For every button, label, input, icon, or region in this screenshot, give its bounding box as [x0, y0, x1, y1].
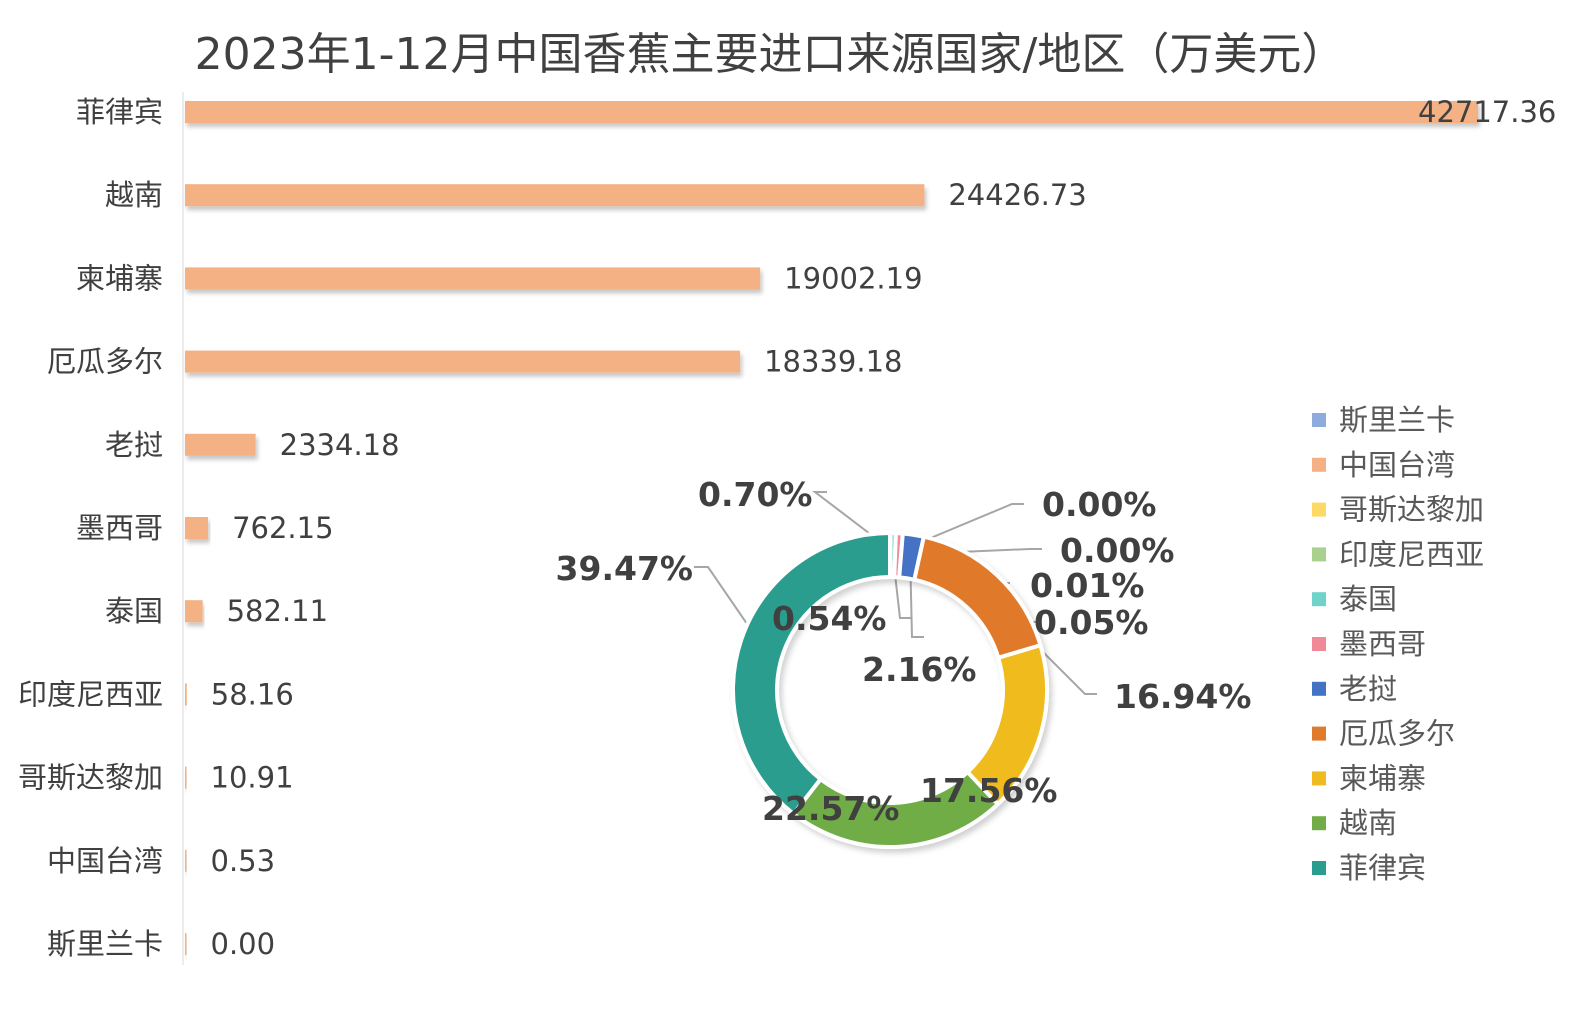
legend-swatch	[1312, 457, 1326, 472]
legend-label: 墨西哥	[1339, 627, 1426, 661]
bar-category-label: 菲律宾	[76, 95, 163, 129]
bar-value-label: 58.16	[211, 677, 294, 711]
bar-value-label: 18339.18	[764, 345, 902, 379]
bar	[185, 600, 203, 623]
slice-percent-label: 0.70%	[698, 475, 813, 514]
slice-percent-label: 0.00%	[1042, 485, 1157, 524]
legend-label: 印度尼西亚	[1339, 537, 1484, 571]
donut-percent-labels: 0.00%0.00%0.01%0.05%0.54%0.70%2.16%16.94…	[556, 475, 1252, 828]
slice-percent-label: 16.94%	[1114, 677, 1251, 716]
bar-value-label: 2334.18	[280, 428, 400, 462]
legend-swatch	[1312, 592, 1326, 607]
legend-swatch	[1312, 681, 1326, 696]
bar-category-label: 印度尼西亚	[18, 677, 163, 711]
slice-percent-label: 2.16%	[862, 650, 977, 689]
legend-swatch	[1312, 726, 1326, 741]
bar	[185, 683, 187, 706]
bar-value-label: 19002.19	[784, 261, 922, 295]
bar-category-label: 中国台湾	[47, 844, 163, 878]
legend-label: 菲律宾	[1339, 851, 1426, 885]
leader-line	[694, 566, 764, 647]
legend-swatch	[1312, 413, 1326, 427]
bar	[185, 766, 187, 789]
legend-label: 泰国	[1339, 582, 1397, 616]
bar	[185, 433, 256, 456]
bar-value-label: 762.15	[232, 511, 333, 545]
legend-swatch	[1312, 502, 1326, 517]
bar-category-label: 厄瓜多尔	[47, 345, 163, 379]
legend-label: 越南	[1339, 806, 1397, 840]
legend-swatch	[1312, 816, 1326, 831]
bar	[185, 184, 925, 207]
bar-value-label: 24426.73	[948, 178, 1086, 212]
bar	[185, 267, 761, 290]
legend-swatch	[1312, 637, 1326, 651]
bar-category-label: 斯里兰卡	[47, 927, 163, 961]
chart-title: 2023年1-12月中国香蕉主要进口来源国家/地区（万美元）	[194, 29, 1346, 80]
bar-category-label: 泰国	[105, 594, 163, 628]
bar-category-label: 老挝	[105, 428, 163, 462]
bar-value-label: 582.11	[227, 594, 328, 628]
legend-swatch	[1312, 861, 1326, 875]
legend-label: 哥斯达黎加	[1339, 493, 1484, 527]
bar-category-label: 墨西哥	[76, 511, 163, 545]
slice-percent-label: 0.54%	[772, 599, 887, 638]
bar-chart: 菲律宾 42717.36 越南 24426.73 柬埔寨 19002.19 厄瓜多尔 1833…	[18, 92, 1556, 965]
donut-slice	[912, 534, 1043, 660]
bar	[185, 849, 187, 872]
donut-slice	[731, 531, 892, 816]
bar-value-label: 42717.36	[1418, 95, 1556, 129]
legend-swatch	[1312, 547, 1326, 562]
bar	[185, 101, 1478, 123]
legend-label: 斯里兰卡	[1339, 403, 1455, 437]
leader-line	[909, 556, 924, 638]
slice-percent-label: 0.05%	[1034, 603, 1149, 642]
bar-category-label: 越南	[105, 178, 163, 212]
donut-chart	[731, 530, 1049, 849]
legend-label: 柬埔寨	[1339, 761, 1426, 795]
bar-category-label: 哥斯达黎加	[18, 761, 163, 795]
bar	[185, 517, 209, 539]
slice-percent-label: 22.57%	[762, 789, 899, 828]
legend-label: 老挝	[1339, 672, 1397, 706]
bar	[185, 933, 187, 955]
slice-percent-label: 0.00%	[1060, 531, 1175, 570]
legend-label: 中国台湾	[1339, 448, 1455, 482]
slice-percent-label: 0.01%	[1030, 566, 1145, 605]
bar-value-label: 0.00	[211, 927, 276, 961]
legend-label: 厄瓜多尔	[1339, 717, 1455, 751]
slice-percent-label: 39.47%	[556, 549, 693, 588]
bar	[185, 350, 741, 373]
slice-percent-label: 17.56%	[920, 771, 1057, 810]
bar-value-label: 0.53	[211, 844, 276, 878]
bar-category-label: 柬埔寨	[76, 261, 163, 295]
bar-value-label: 10.91	[211, 761, 294, 795]
legend-swatch	[1312, 771, 1326, 786]
